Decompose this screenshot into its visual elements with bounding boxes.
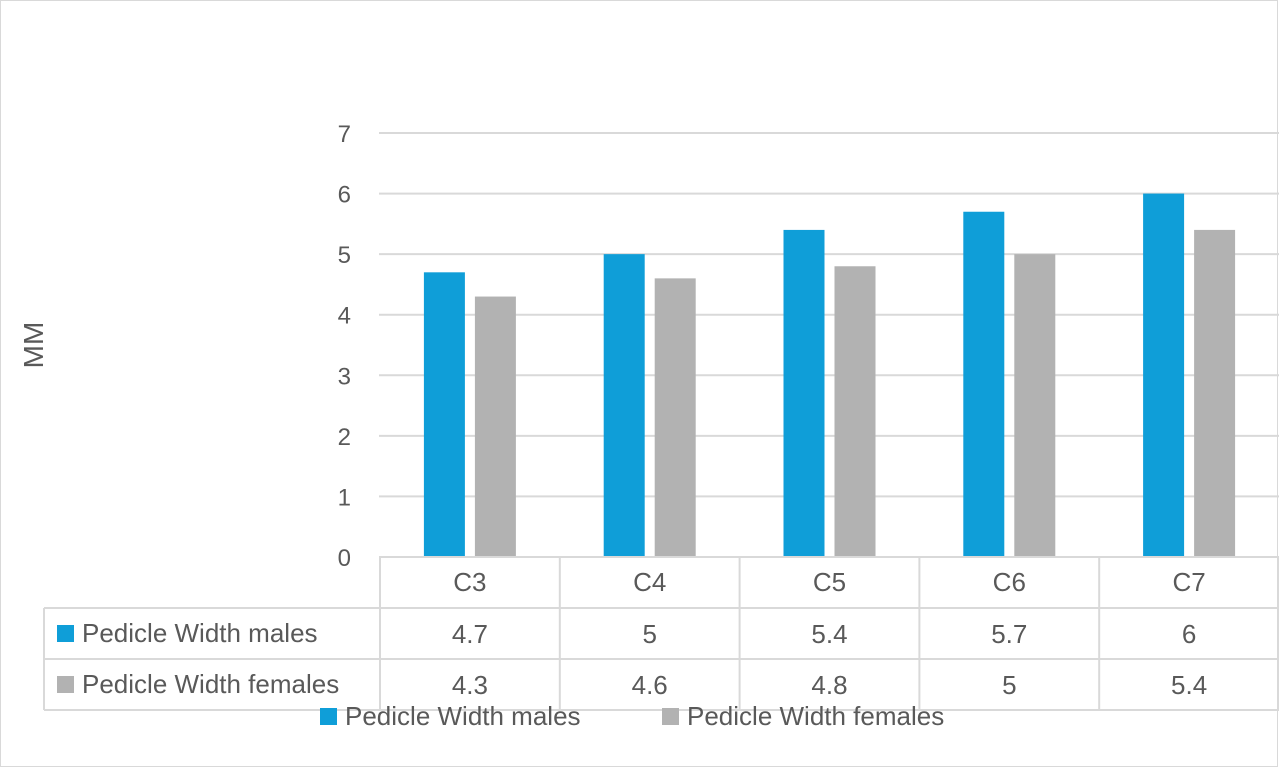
y-tick-label: 4: [338, 303, 351, 330]
bar-c5-series-1: [783, 229, 825, 557]
legend-entry: Pedicle Width males: [345, 701, 581, 731]
bar-c6-series-1: [963, 211, 1005, 557]
gridlines: [379, 132, 1279, 558]
y-axis-ticks: 0 1 2 3 4 5 6 7: [338, 121, 351, 572]
bar-c3-series-2: [474, 296, 516, 557]
table-legend-key: [57, 625, 74, 642]
y-tick-label: 1: [338, 484, 351, 511]
y-tick-label: 7: [338, 121, 351, 148]
data-label: 4.7: [452, 619, 488, 649]
y-tick-label: 6: [338, 182, 351, 209]
bar-c7-series-2: [1194, 229, 1236, 557]
bars: [423, 193, 1236, 558]
table-series-name: Pedicle Width males: [82, 618, 318, 648]
data-label: 4.6: [632, 670, 668, 700]
y-tick-label: 5: [338, 242, 351, 269]
table-legend-key: [57, 676, 74, 693]
legend: Pedicle Width males Pedicle Width females: [320, 701, 944, 731]
table-series-name: Pedicle Width females: [82, 669, 339, 699]
y-tick-label: 0: [338, 545, 351, 572]
y-axis-label: MM: [18, 322, 49, 369]
x-tick-label: C5: [813, 567, 846, 597]
data-table: C3 C4 C5 C6 C7 Pedicle Width males 4.7 5 5.4 5.7 6…: [43, 556, 1279, 711]
bar-c7-series-1: [1143, 193, 1185, 558]
x-tick-label: C3: [453, 567, 486, 597]
bar-c5-series-2: [834, 266, 876, 557]
data-label: 5.4: [1171, 670, 1207, 700]
bar-c3-series-1: [423, 272, 465, 557]
x-tick-label: C4: [633, 567, 666, 597]
legend-entry: Pedicle Width females: [687, 701, 944, 731]
bar-c4-series-2: [654, 278, 696, 557]
legend-key: [320, 708, 337, 725]
bar-c6-series-2: [1014, 254, 1056, 557]
data-label: 5: [642, 619, 656, 649]
y-tick-label: 2: [338, 424, 351, 451]
x-tick-label: C7: [1172, 567, 1205, 597]
data-label: 5: [1002, 670, 1016, 700]
y-tick-label: 3: [338, 363, 351, 390]
x-tick-label: C6: [993, 567, 1026, 597]
bar-c4-series-1: [603, 254, 645, 557]
legend-key: [662, 708, 679, 725]
data-label: 4.3: [452, 670, 488, 700]
data-label: 4.8: [811, 670, 847, 700]
data-label: 5.7: [991, 619, 1027, 649]
data-label: 6: [1182, 619, 1196, 649]
data-label: 5.4: [811, 619, 847, 649]
